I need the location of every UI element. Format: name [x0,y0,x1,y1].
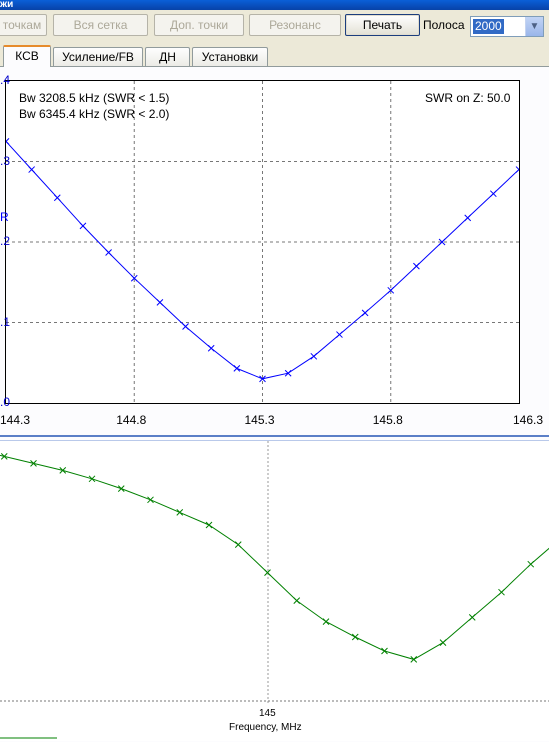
lower-data-point [468,614,476,621]
swr-y-tick-label: .0 [0,395,11,409]
extra-points-button[interactable]: Доп. точки [154,14,244,36]
tab-pattern[interactable]: ДН [145,47,190,66]
lower-x-label: Frequency, MHz [229,722,302,733]
lower-data-point [527,560,535,568]
swr-x-tick-label: 144.3 [0,413,31,427]
swr-plot-area: Bw 3208.5 kHz (SWR < 1.5) Bw 6345.4 kHz … [5,80,520,404]
tab-strip: КСВ Усиление/FB ДН Установки [0,45,549,67]
window-titlebar[interactable]: жи [0,0,549,10]
swr-x-tick-label: 144.8 [116,413,147,427]
swr-data-point [489,190,497,198]
band-select[interactable]: 2000 ▼ [470,16,544,37]
lower-x-tick: 145 [259,708,276,719]
swr-data-point [156,299,164,306]
lower-data-point [439,639,447,646]
lower-data-point [147,496,154,504]
resonance-button[interactable]: Резонанс [249,14,341,36]
swr-data-point [130,274,138,282]
lower-plot-area: 145 Frequency, MHz [0,441,549,741]
swr-data-point [79,222,87,230]
window-title: жи [0,0,14,10]
swr-data-point [28,166,36,173]
swr-data-point [182,323,189,330]
swr-data-point [464,214,472,222]
lower-data-point [351,633,359,641]
lower-data-point [30,460,37,467]
to-points-button[interactable]: точкам [0,14,47,36]
swr-data-point [413,262,420,270]
swr-x-tick-label: 145.3 [244,413,275,427]
lower-chart [0,441,549,739]
print-button[interactable]: Печать [345,14,420,36]
swr-data-point [336,331,343,338]
swr-x-tick-label: 146.3 [513,413,544,427]
swr-data-point [207,344,215,352]
lower-data-point [293,597,301,604]
band-value: 2000 [473,19,504,34]
swr-data-point [361,309,369,317]
y-axis-letter: R [0,210,9,224]
swr-data-point [259,375,266,383]
lower-data-point [205,521,213,529]
lower-series-line [0,454,549,660]
swr-x-tick-label: 145.8 [372,413,403,427]
lower-data-point [498,588,505,596]
lower-data-point [117,485,125,492]
lower-data-point [59,467,67,474]
lower-data-point [88,475,96,483]
swr-data-point [387,286,395,294]
swr-data-point [310,352,318,360]
swr-y-tick-label: .2 [0,234,11,248]
swr-data-point [6,138,10,145]
swr-y-tick-label: .4 [0,73,11,87]
whole-grid-button[interactable]: Вся сетка [53,14,148,36]
lower-data-point [176,509,184,516]
swr-data-point [105,249,112,256]
chevron-down-icon[interactable]: ▼ [525,17,543,36]
tab-swr[interactable]: КСВ [3,45,51,67]
swr-data-point [53,194,61,202]
swr-data-point [284,369,292,377]
swr-data-point [438,238,446,246]
swr-data-point [515,166,519,173]
band-label: Полоса [423,18,465,32]
lower-data-point [234,541,242,548]
swr-y-tick-label: .3 [0,153,11,168]
swr-data-point [233,365,241,372]
swr-z-note: SWR on Z: 50.0 [425,91,511,105]
toolbar: точкам Вся сетка Доп. точки Резонанс Печ… [0,10,549,42]
lower-data-point [264,569,271,576]
tab-settings[interactable]: Установки [192,47,268,66]
swr-y-tick-label: .1 [0,314,11,329]
plot-separator[interactable] [0,435,549,441]
lower-data-point [322,618,330,625]
bw-line-2: Bw 6345.4 kHz (SWR < 2.0) [19,107,170,121]
bw-line-1: Bw 3208.5 kHz (SWR < 1.5) [19,91,170,105]
lower-data-point [410,656,418,663]
tab-gain-fb[interactable]: Усиление/FB [53,47,143,66]
lower-data-point [0,453,8,460]
lower-data-point [381,647,388,655]
swr-chart [6,81,519,403]
